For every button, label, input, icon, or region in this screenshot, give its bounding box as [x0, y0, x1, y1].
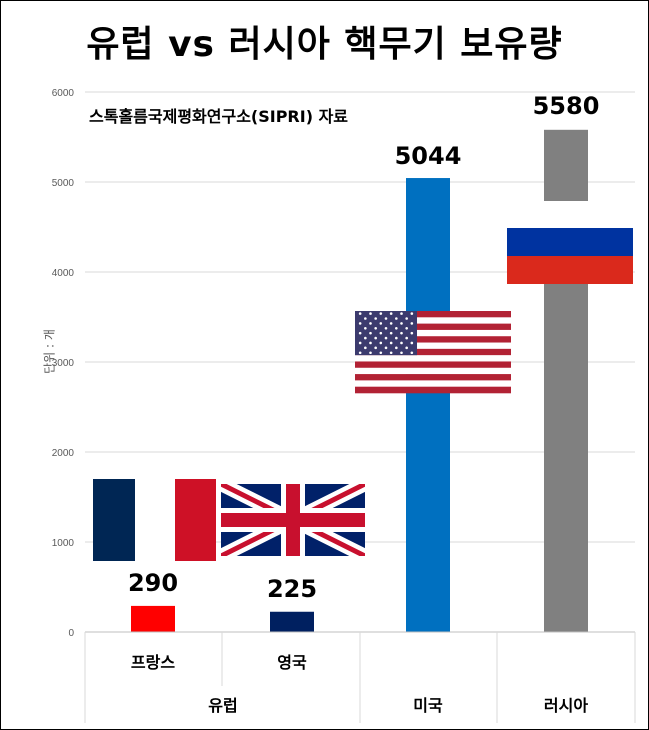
y-tick-label: 4000 — [52, 268, 75, 279]
category-label: 프랑스 — [131, 653, 175, 672]
y-tick-label: 3000 — [52, 358, 75, 369]
us-flag-icon — [355, 311, 511, 394]
uk-flag-icon — [221, 484, 365, 556]
bar-france — [131, 605, 175, 632]
group-label: 러시아 — [544, 696, 588, 715]
category-label: 영국 — [277, 653, 307, 672]
y-tick-label: 0 — [68, 628, 74, 639]
y-tick-label: 2000 — [52, 448, 75, 459]
bar-us — [406, 178, 450, 633]
y-tick-label: 5000 — [52, 178, 75, 189]
value-label: 5044 — [395, 142, 462, 170]
value-label: 225 — [267, 575, 317, 603]
value-label: 290 — [128, 569, 178, 597]
bar-uk — [270, 611, 314, 632]
value-label: 5580 — [533, 92, 600, 120]
source-note: 스톡홀름국제평화연구소(SIPRI) 자료 — [89, 107, 349, 126]
chart-title: 유럽 vs 러시아 핵무기 보유량 — [86, 24, 563, 65]
group-label: 유럽 — [208, 696, 237, 715]
france-flag-icon — [93, 479, 216, 561]
russia-flag-icon — [507, 201, 633, 284]
y-axis-label: 단위 : 개 — [42, 329, 57, 374]
y-tick-label: 1000 — [52, 538, 75, 549]
group-label: 미국 — [413, 696, 443, 715]
y-tick-label: 6000 — [52, 88, 75, 99]
